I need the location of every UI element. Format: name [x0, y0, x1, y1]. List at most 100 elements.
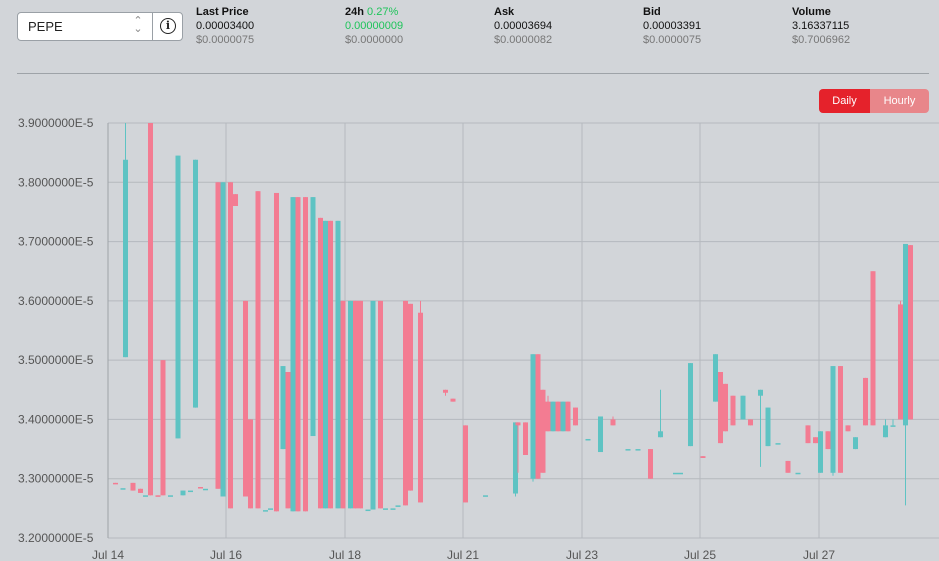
stat-last-price: Last Price 0.00003400 $0.0000075 — [196, 5, 254, 47]
candle-up — [335, 220, 341, 509]
market-header: PEPE ⌃ ⌄ i Last Price 0.00003400 $0.00000… — [0, 0, 939, 74]
candle-down — [863, 377, 868, 426]
stat-value: 0.00000009 — [345, 20, 404, 32]
candle-up — [290, 197, 296, 512]
candle-up — [395, 505, 401, 507]
x-tick-label: Jul 21 — [447, 548, 479, 561]
candle-down — [723, 383, 728, 432]
candle-down — [303, 197, 308, 512]
candle-up — [598, 416, 603, 453]
candle-down — [870, 271, 876, 426]
candle-down — [148, 123, 153, 496]
y-tick-label: 3.2000000E-5 — [18, 531, 94, 545]
stat-value: 0.00003391 — [643, 20, 702, 32]
pair-selector-value: PEPE — [28, 19, 63, 34]
candle-up — [625, 449, 631, 451]
candle-up — [775, 443, 781, 445]
candle-down — [718, 372, 723, 444]
candle-up — [263, 510, 268, 512]
candle-up — [483, 495, 488, 497]
candle-down — [845, 425, 851, 432]
pair-selector[interactable]: PEPE ⌃ ⌄ i — [17, 12, 183, 41]
candle-up — [795, 472, 801, 475]
candle-down — [228, 182, 233, 509]
candle-up — [370, 300, 376, 510]
candle-down — [908, 245, 913, 420]
candle-up — [280, 366, 286, 450]
candle-up — [713, 354, 718, 402]
candle-up — [560, 401, 566, 432]
stat-usd-value: $0.0000000 — [345, 34, 404, 46]
candle-up — [203, 488, 208, 491]
y-tick-label: 3.9000000E-5 — [18, 116, 94, 130]
stat-bid: Bid 0.00003391 $0.0000075 — [643, 5, 701, 47]
candle-up — [123, 159, 128, 358]
candle-down — [418, 312, 423, 503]
stat-change-percent: 0.27% — [367, 6, 399, 18]
stat-value: 3.16337115 — [792, 20, 850, 32]
candle-up — [530, 354, 536, 479]
candle-up — [883, 425, 888, 438]
x-tick-label: Jul 27 — [803, 548, 835, 561]
candle-down — [233, 194, 238, 206]
candle-down — [318, 217, 323, 509]
candle-down — [648, 449, 653, 479]
candlestick-chart[interactable]: 3.9000000E-5 3.8000000E-5 3.7000000E-5 3.60… — [0, 110, 939, 561]
selector-divider — [152, 13, 153, 40]
candle-down — [130, 482, 136, 491]
candle-down — [340, 300, 346, 509]
y-tick-label: 3.7000000E-5 — [18, 235, 94, 249]
candle-up — [635, 449, 641, 451]
header-divider — [17, 73, 929, 74]
candle-up — [168, 495, 173, 497]
stat-label: Last Price — [196, 6, 249, 18]
candle-up — [673, 472, 678, 475]
candle-down — [160, 360, 166, 496]
hourly-button[interactable]: Hourly — [870, 89, 929, 113]
candle-down — [540, 389, 546, 473]
info-icon[interactable]: i — [160, 18, 176, 34]
candle-up — [193, 159, 198, 408]
x-tick-label: Jul 25 — [684, 548, 716, 561]
stat-usd-value: $0.0000075 — [196, 34, 255, 46]
candle-down — [138, 488, 143, 493]
candle-up — [853, 437, 858, 450]
candle-up — [688, 363, 693, 447]
stat-usd-value: $0.7006962 — [792, 34, 851, 46]
stat-usd-value: $0.0000075 — [643, 34, 702, 46]
select-arrows-icon: ⌃ ⌄ — [133, 15, 143, 35]
candle-down — [748, 419, 753, 426]
candle-up — [390, 508, 396, 510]
candle-down — [898, 304, 903, 420]
candle-down — [610, 419, 616, 426]
candle-up — [678, 472, 683, 475]
candle-down — [813, 437, 818, 444]
candle-down — [113, 482, 118, 485]
candle-down — [805, 425, 811, 444]
stat-value: 0.00003400 — [196, 20, 255, 32]
stat-label: Bid — [643, 6, 661, 18]
candle-up — [220, 182, 226, 497]
x-tick-label: Jul 18 — [329, 548, 361, 561]
candle-down — [565, 401, 571, 432]
candle-down — [353, 300, 358, 509]
candle-down — [730, 395, 736, 426]
x-tick-label: Jul 23 — [566, 548, 598, 561]
y-tick-label: 3.6000000E-5 — [18, 294, 94, 308]
candle-up — [740, 395, 746, 420]
stat-ask: Ask 0.00003694 $0.0000082 — [494, 5, 552, 47]
candle-down — [523, 422, 528, 455]
candle-down — [463, 425, 468, 503]
candle-up — [383, 508, 388, 510]
stat-usd-value: $0.0000082 — [494, 34, 553, 46]
candle-down — [785, 460, 791, 473]
x-tick-label: Jul 14 — [92, 548, 124, 561]
daily-button[interactable]: Daily — [819, 89, 870, 113]
candle-up — [550, 401, 556, 432]
candle-down — [215, 182, 221, 489]
interval-toggle: Daily Hourly — [819, 89, 929, 113]
candle-down — [243, 300, 248, 497]
stat-volume: Volume 3.16337115 $0.7006962 — [792, 5, 850, 47]
candle-up — [348, 300, 353, 509]
x-tick-label: Jul 16 — [210, 548, 242, 561]
